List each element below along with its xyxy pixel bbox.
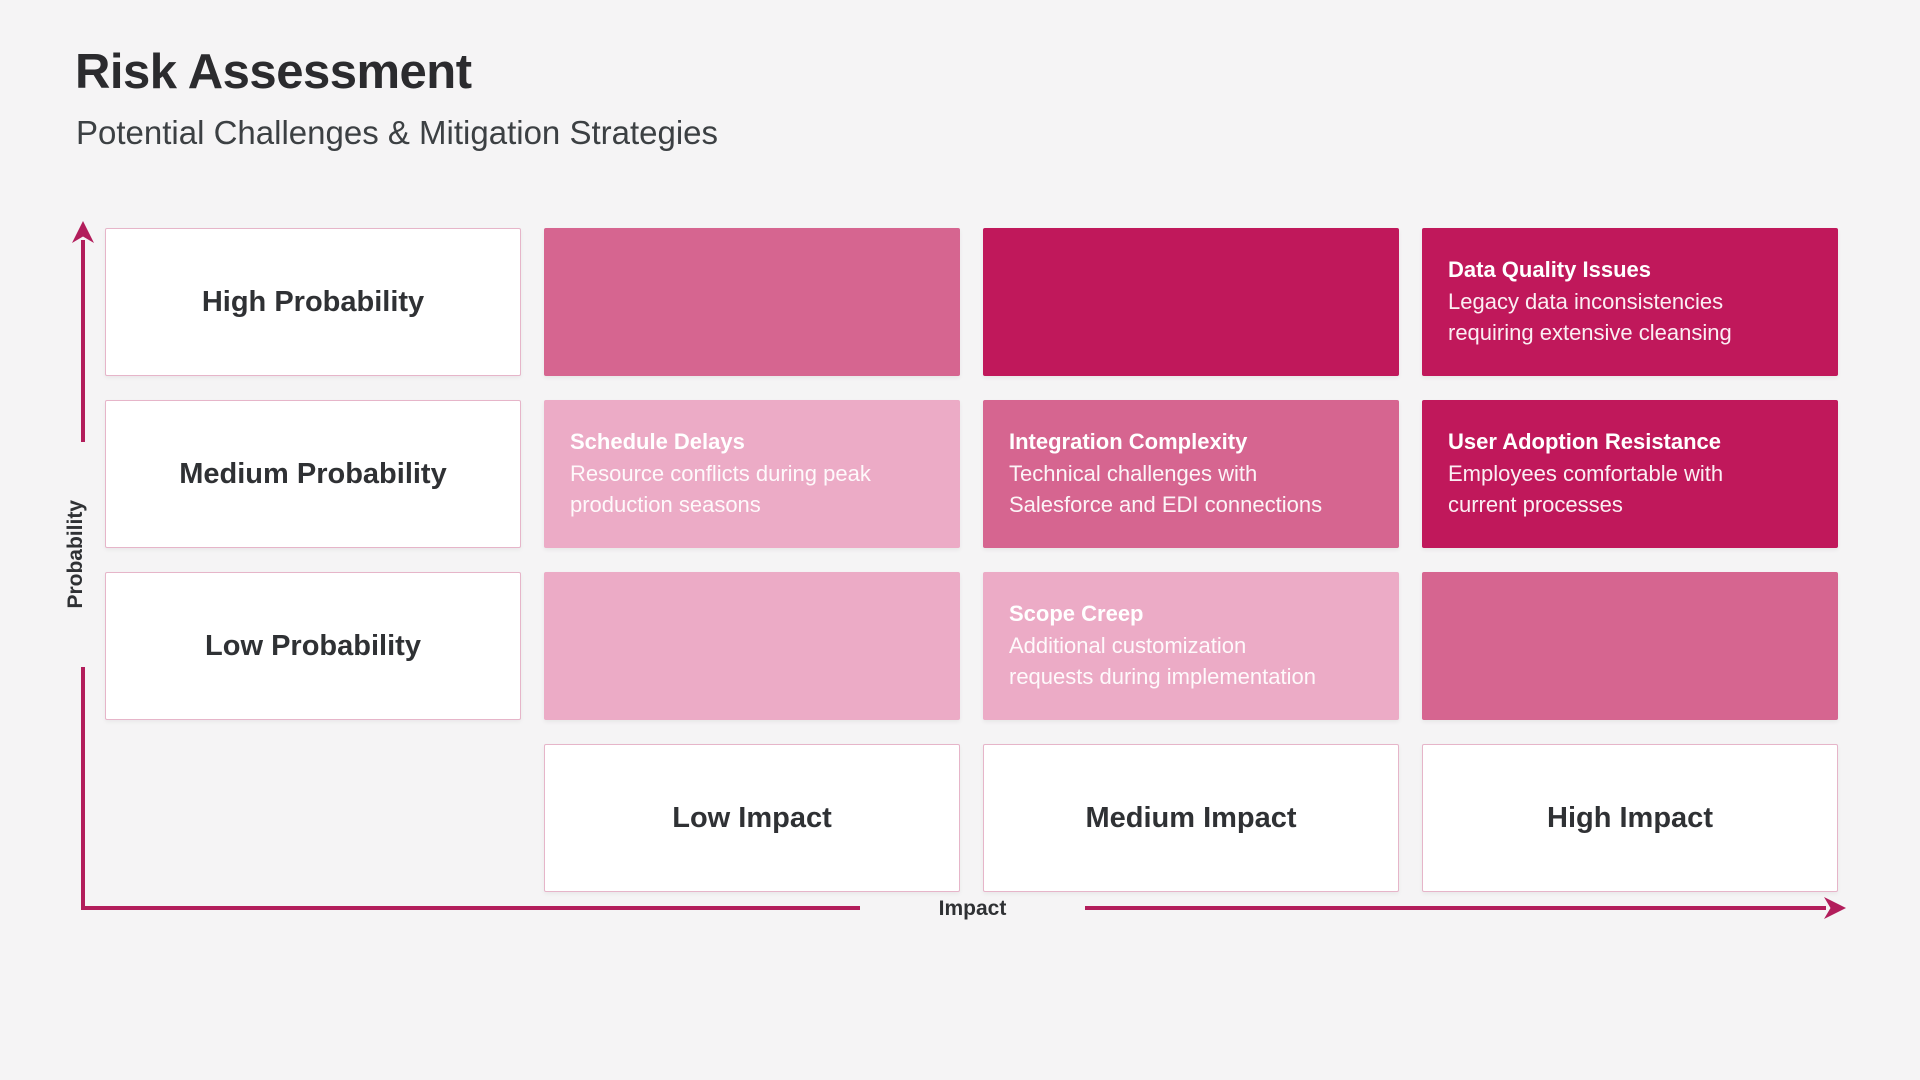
risk-description: Technical challenges with Salesforce and…	[1009, 461, 1323, 518]
col-label-high-impact: High Impact	[1422, 744, 1838, 892]
header: Risk Assessment Potential Challenges & M…	[75, 44, 718, 152]
risk-title: Integration Complexity	[1009, 429, 1248, 455]
x-axis-line-left	[81, 906, 860, 910]
matrix-cell-scope-creep: Scope Creep Additional customization req…	[983, 572, 1399, 720]
grid-spacer	[105, 744, 521, 892]
risk-description: Additional customization requests during…	[1009, 633, 1316, 690]
row-label-medium-probability: Medium Probability	[105, 400, 521, 548]
x-axis-line-right	[1085, 906, 1826, 910]
risk-title: Schedule Delays	[570, 429, 745, 455]
matrix-cell-r0c0	[544, 228, 960, 376]
row-label-high-probability: High Probability	[105, 228, 521, 376]
risk-title: Scope Creep	[1009, 601, 1144, 627]
row-label-low-probability: Low Probability	[105, 572, 521, 720]
matrix-cell-r2c0	[544, 572, 960, 720]
y-axis-line-lower	[81, 667, 85, 910]
y-axis-label: Probability	[51, 442, 101, 667]
risk-description: Employees comfortable with current proce…	[1448, 461, 1724, 518]
risk-title: User Adoption Resistance	[1448, 429, 1722, 455]
matrix-cell-r2c2	[1422, 572, 1838, 720]
matrix-cell-user-adoption-resistance: User Adoption Resistance Employees comfo…	[1422, 400, 1838, 548]
y-axis-line-upper	[81, 240, 85, 442]
matrix-cell-r0c1	[983, 228, 1399, 376]
risk-matrix: High Probability Data Quality Issues Leg…	[105, 228, 1838, 892]
col-label-medium-impact: Medium Impact	[983, 744, 1399, 892]
matrix-cell-integration-complexity: Integration Complexity Technical challen…	[983, 400, 1399, 548]
x-axis-arrow-right-icon	[1824, 897, 1846, 919]
col-label-low-impact: Low Impact	[544, 744, 960, 892]
risk-title: Data Quality Issues	[1448, 257, 1651, 283]
risk-description: Legacy data inconsistencies requiring ex…	[1448, 289, 1732, 346]
matrix-cell-schedule-delays: Schedule Delays Resource conflicts durin…	[544, 400, 960, 548]
y-axis-label-text: Probability	[64, 500, 87, 609]
page-subtitle: Potential Challenges & Mitigation Strate…	[76, 114, 719, 151]
page-title: Risk Assessment	[75, 45, 472, 99]
risk-description: Resource conflicts during peak productio…	[570, 461, 871, 518]
y-axis-arrow-up-icon	[72, 221, 94, 243]
x-axis-label: Impact	[938, 896, 1007, 920]
matrix-cell-data-quality-issues: Data Quality Issues Legacy data inconsis…	[1422, 228, 1838, 376]
